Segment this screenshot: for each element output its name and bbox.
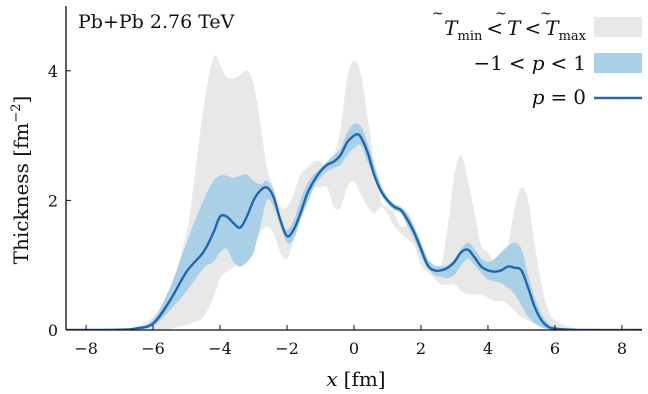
x-axis-title: x [fm] bbox=[326, 367, 385, 391]
legend-tilde-1: ~ bbox=[432, 6, 444, 22]
legend-swatch-p-range bbox=[594, 53, 642, 73]
x-tick-label: −8 bbox=[74, 339, 98, 358]
y-axis-title-main: Thickness [fm bbox=[9, 123, 33, 265]
x-tick-label: −6 bbox=[141, 339, 165, 358]
y-tick-label: 4 bbox=[48, 62, 58, 81]
y-tick-label: 0 bbox=[48, 321, 58, 340]
x-tick-label: −2 bbox=[275, 339, 299, 358]
line-p0 bbox=[66, 133, 642, 330]
legend-item-tmin-tmax: Tmin < T < Tmax ~ ~ ~ bbox=[432, 6, 642, 44]
legend-item-p-range: −1 < p <1 bbox=[473, 51, 642, 75]
band-p-range bbox=[66, 123, 642, 330]
x-tick-label: 8 bbox=[617, 339, 627, 358]
ticks: −8 −6 −4 −2 0 2 4 6 8 0 2 4 bbox=[48, 62, 627, 358]
x-axis-var: x bbox=[326, 367, 337, 391]
y-axis-title: Thickness [fm−2] bbox=[9, 96, 33, 265]
legend-label-p0: p = 0 bbox=[532, 85, 586, 109]
legend-tilde-2: ~ bbox=[495, 6, 507, 22]
x-tick-label: 6 bbox=[550, 339, 560, 358]
legend-swatch-tmin-tmax bbox=[594, 17, 642, 37]
x-tick-label: 2 bbox=[416, 339, 426, 358]
y-tick-label: 2 bbox=[48, 191, 58, 210]
y-axis-title-close: ] bbox=[9, 96, 33, 104]
plot-area bbox=[66, 55, 642, 330]
y-axis-title-exp: −2 bbox=[9, 103, 24, 122]
annotation-label: Pb+Pb 2.76 TeV bbox=[78, 11, 235, 33]
legend-item-p0: p = 0 bbox=[532, 85, 642, 109]
legend-label-tmin-tmax: Tmin < T < Tmax bbox=[444, 16, 586, 44]
x-tick-label: −4 bbox=[208, 339, 232, 358]
x-tick-label: 4 bbox=[483, 339, 493, 358]
legend-label-p-range: −1 < p <1 bbox=[473, 51, 586, 75]
legend-tilde-3: ~ bbox=[540, 6, 552, 22]
x-axis-unit: [fm] bbox=[344, 367, 386, 391]
x-tick-label: 0 bbox=[349, 339, 359, 358]
legend: Tmin < T < Tmax ~ ~ ~ −1 < p <1 p = 0 bbox=[432, 6, 642, 109]
